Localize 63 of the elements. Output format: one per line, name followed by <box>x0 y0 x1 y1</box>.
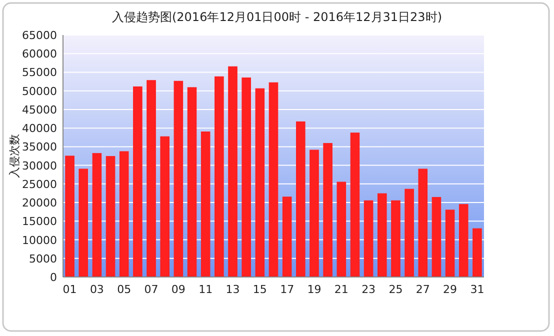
bar <box>255 88 265 278</box>
bar <box>119 151 129 278</box>
bar <box>445 210 455 278</box>
x-tick-label: 13 <box>226 283 240 296</box>
bar <box>432 197 442 278</box>
x-tick-label: 03 <box>90 283 104 296</box>
x-tick-label: 01 <box>62 283 77 296</box>
y-tick-label: 20000 <box>22 196 57 210</box>
y-tick-label: 5000 <box>29 252 57 266</box>
bar <box>336 182 346 278</box>
y-tick-label: 45000 <box>22 103 57 116</box>
bar <box>364 200 374 278</box>
x-tick-label: 27 <box>416 283 430 296</box>
bar <box>310 150 319 278</box>
x-tick-label: 09 <box>171 283 186 296</box>
y-tick-label: 0 <box>50 271 57 284</box>
x-tick-label: 11 <box>198 283 213 296</box>
bar <box>391 200 400 278</box>
y-tick-label: 40000 <box>22 122 57 136</box>
bar <box>200 132 210 278</box>
bar <box>65 156 74 278</box>
bar <box>323 143 332 278</box>
x-tick-label: 17 <box>280 283 294 296</box>
x-tick-label: 23 <box>362 283 376 296</box>
x-tick-label: 15 <box>252 283 267 296</box>
bar <box>133 86 142 278</box>
bar <box>214 76 224 278</box>
y-axis-title: 入侵次数 <box>8 134 21 178</box>
bar <box>268 82 278 278</box>
bar <box>296 121 306 278</box>
y-tick-label: 35000 <box>22 140 57 154</box>
bar <box>174 80 184 278</box>
bar <box>106 156 116 278</box>
y-tick-label: 15000 <box>22 215 57 228</box>
y-tick-label: 55000 <box>22 66 57 80</box>
x-tick-label: 25 <box>388 283 403 296</box>
x-tick-label: 19 <box>307 283 322 296</box>
y-tick-label: 60000 <box>22 48 57 61</box>
bar <box>78 168 88 278</box>
y-tick-label: 65000 <box>22 29 57 42</box>
y-tick-label: 50000 <box>22 84 57 98</box>
y-tick-label: 25000 <box>22 178 57 191</box>
bar <box>378 193 387 278</box>
bar <box>228 66 238 278</box>
bar <box>146 80 156 278</box>
bar <box>187 87 197 278</box>
bar <box>160 136 170 278</box>
x-tick-label: 29 <box>443 283 458 296</box>
y-tick-label: 10000 <box>22 234 57 247</box>
bar <box>92 153 102 278</box>
y-tick-label: 30000 <box>22 159 57 172</box>
x-tick-label: 05 <box>117 283 132 296</box>
x-tick-label: 31 <box>470 283 484 296</box>
x-tick-label: 21 <box>334 283 348 296</box>
bar <box>418 168 428 278</box>
bar <box>472 228 482 278</box>
bar <box>350 132 360 278</box>
bar <box>282 196 292 278</box>
x-tick-label: 07 <box>144 283 158 296</box>
bar <box>242 78 251 278</box>
bar <box>458 204 468 278</box>
bar <box>404 188 414 278</box>
chart-title: 入侵趋势图(2016年12月01日00时 - 2016年12月31日23时) <box>112 10 442 24</box>
